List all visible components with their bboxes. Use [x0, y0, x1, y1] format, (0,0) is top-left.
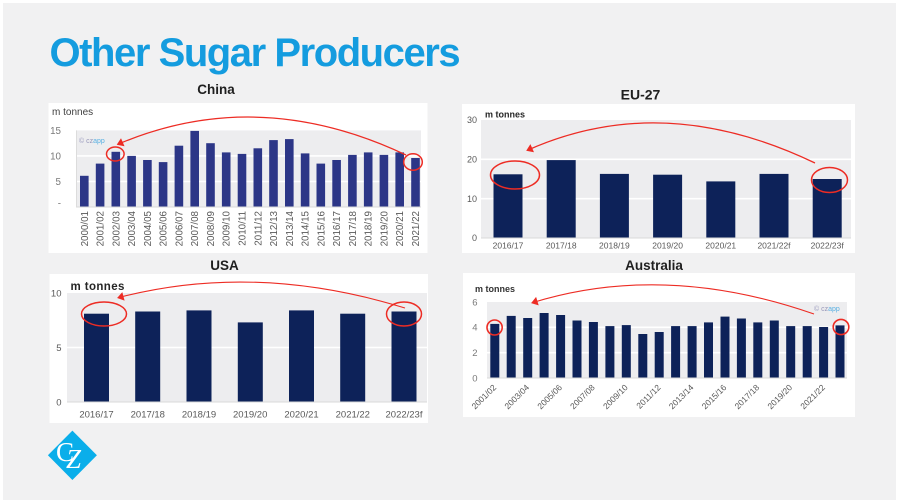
svg-text:-: -: [58, 199, 61, 210]
svg-text:2016/17: 2016/17: [332, 211, 343, 246]
svg-text:m tonnes: m tonnes: [475, 284, 515, 294]
svg-text:Other Sugar Producers: Other Sugar Producers: [50, 31, 460, 75]
svg-text:C: C: [56, 437, 74, 467]
svg-text:15: 15: [50, 126, 61, 137]
svg-text:6: 6: [472, 297, 477, 308]
svg-text:10: 10: [467, 194, 477, 204]
svg-text:2016/17: 2016/17: [79, 410, 113, 421]
svg-text:2004/05: 2004/05: [143, 210, 154, 246]
svg-text:30: 30: [467, 115, 477, 125]
svg-text:2012/13: 2012/13: [269, 210, 280, 246]
svg-text:20: 20: [467, 155, 477, 165]
svg-text:2017/18: 2017/18: [348, 210, 359, 246]
svg-text:2019/20: 2019/20: [652, 241, 683, 251]
svg-text:2006/07: 2006/07: [174, 211, 185, 246]
svg-text:2014/15: 2014/15: [301, 210, 312, 246]
svg-text:0: 0: [472, 373, 477, 384]
svg-text:2022/23f: 2022/23f: [811, 241, 845, 251]
svg-text:USA: USA: [210, 258, 239, 273]
svg-text:10: 10: [51, 288, 62, 299]
svg-text:2013/14: 2013/14: [285, 210, 296, 246]
svg-text:2010/11: 2010/11: [238, 211, 249, 246]
svg-text:2016/17: 2016/17: [493, 241, 524, 251]
svg-text:EU-27: EU-27: [621, 87, 661, 103]
svg-text:2008/09: 2008/09: [206, 211, 217, 246]
svg-text:2021/22: 2021/22: [411, 211, 422, 246]
svg-text:Z: Z: [66, 444, 82, 474]
svg-text:2021/22f: 2021/22f: [757, 241, 791, 251]
svg-text:0: 0: [472, 233, 477, 243]
svg-text:2007/08: 2007/08: [190, 210, 201, 246]
svg-text:2020/21: 2020/21: [284, 410, 318, 421]
svg-text:2011/12: 2011/12: [253, 211, 264, 246]
svg-text:China: China: [197, 82, 235, 97]
svg-text:2005/06: 2005/06: [159, 210, 170, 246]
svg-text:2017/18: 2017/18: [546, 241, 577, 251]
svg-text:2000/01: 2000/01: [80, 211, 91, 246]
svg-text:10: 10: [50, 151, 61, 162]
svg-text:2003/04: 2003/04: [127, 210, 138, 246]
svg-text:m tonnes: m tonnes: [71, 281, 125, 293]
svg-text:© czapp: © czapp: [814, 305, 840, 313]
svg-text:2020/21: 2020/21: [395, 211, 406, 246]
svg-text:5: 5: [56, 343, 61, 354]
svg-text:2009/10: 2009/10: [222, 210, 233, 246]
svg-text:2018/19: 2018/19: [182, 410, 216, 421]
svg-text:2020/21: 2020/21: [705, 241, 736, 251]
svg-text:2001/02: 2001/02: [96, 211, 107, 246]
svg-text:4: 4: [472, 323, 477, 334]
svg-text:2017/18: 2017/18: [131, 410, 165, 421]
svg-text:© czapp: © czapp: [79, 137, 105, 145]
svg-text:5: 5: [56, 177, 62, 188]
svg-text:2018/19: 2018/19: [599, 241, 630, 251]
svg-text:2: 2: [472, 348, 477, 359]
svg-text:0: 0: [56, 397, 61, 408]
svg-text:2018/19: 2018/19: [364, 211, 375, 246]
svg-text:2021/22: 2021/22: [336, 410, 370, 421]
svg-text:Australia: Australia: [625, 258, 683, 273]
svg-text:2002/03: 2002/03: [111, 210, 122, 246]
svg-text:m tonnes: m tonnes: [52, 107, 93, 118]
svg-text:2015/16: 2015/16: [316, 210, 327, 246]
svg-text:2019/20: 2019/20: [233, 410, 267, 421]
svg-text:m tonnes: m tonnes: [485, 110, 525, 120]
svg-text:2019/20: 2019/20: [379, 210, 390, 246]
svg-text:2022/23f: 2022/23f: [386, 410, 423, 421]
